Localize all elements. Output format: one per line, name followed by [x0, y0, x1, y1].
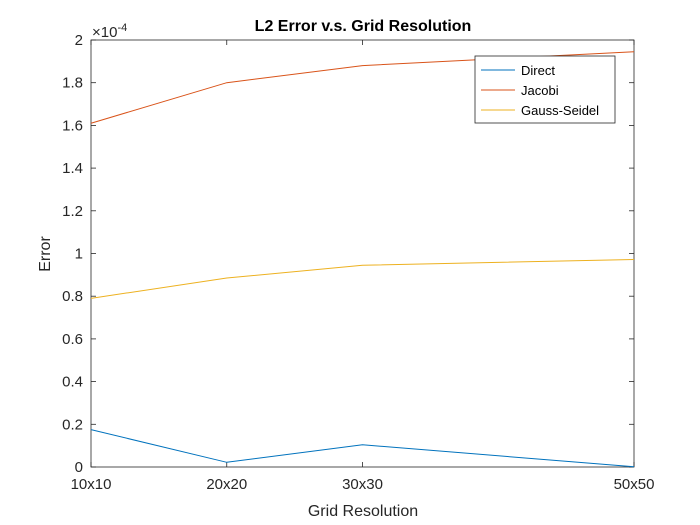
y-tick-label: 1.8	[62, 75, 83, 92]
y-tick-label: 2	[75, 32, 83, 49]
exponent-power: -4	[117, 22, 127, 34]
y-tick-label: 1.6	[62, 117, 83, 134]
y-tick-label: 0	[75, 459, 83, 476]
legend-label-gauss-seidel: Gauss-Seidel	[521, 103, 599, 118]
x-axis-label: Grid Resolution	[308, 503, 418, 520]
legend-label-direct: Direct	[521, 63, 555, 78]
y-tick-label: 0.8	[62, 288, 83, 305]
x-tick-label: 10x10	[71, 476, 112, 493]
y-tick-label: 0.6	[62, 331, 83, 348]
y-ticks: 0 0.2 0.4 0.6 0.8 1 1.2 1.4 1.6 1.8 2	[62, 32, 634, 476]
y-tick-label: 1.2	[62, 203, 83, 220]
x-tick-label: 50x50	[614, 476, 655, 493]
legend-label-jacobi: Jacobi	[521, 83, 559, 98]
x-ticks: 10x10 20x20 30x30 50x50	[71, 40, 655, 493]
legend: Direct Jacobi Gauss-Seidel	[474, 55, 616, 124]
series-line-direct	[90, 429, 635, 468]
y-axis-exponent: ×10-4	[92, 22, 127, 41]
series-line-gauss-seidel	[90, 258, 635, 299]
exponent-prefix: ×10	[92, 24, 117, 41]
y-tick-label: 1	[75, 246, 83, 263]
y-axis-label: Error	[37, 236, 54, 272]
y-tick-label: 0.2	[62, 416, 83, 433]
y-tick-label: 0.4	[62, 374, 83, 391]
svg-text:×10-4: ×10-4	[92, 22, 127, 41]
chart-title: L2 Error v.s. Grid Resolution	[255, 18, 472, 35]
y-tick-label: 1.4	[62, 160, 83, 177]
x-tick-label: 30x30	[342, 476, 383, 493]
x-tick-label: 20x20	[206, 476, 247, 493]
